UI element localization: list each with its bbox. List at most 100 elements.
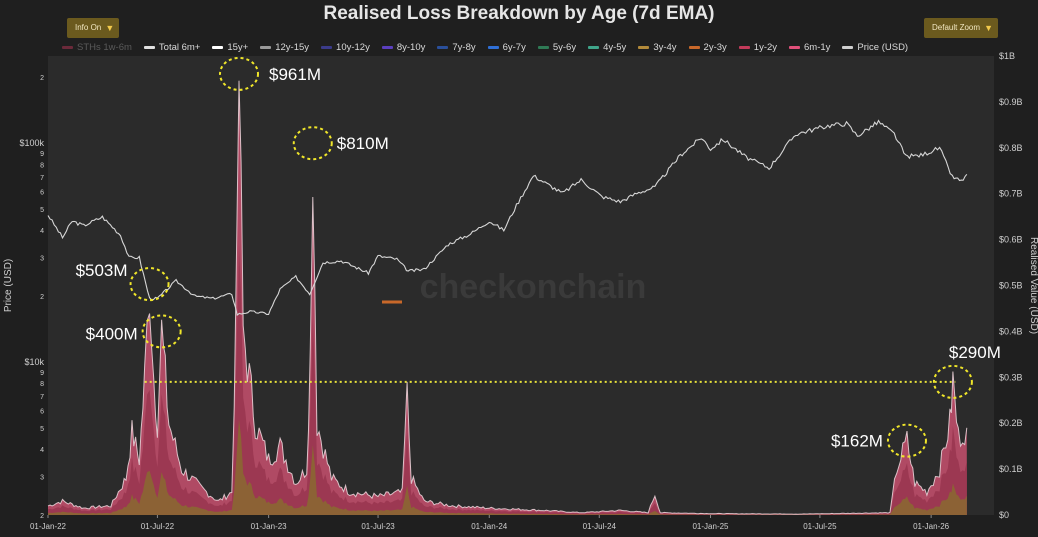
left-axis-tick-label: 6	[40, 409, 44, 416]
chevron-down-icon: ▼	[984, 23, 994, 33]
legend-item[interactable]: 8y-10y	[381, 40, 426, 54]
right-axis-tick-label: $0.3B	[999, 372, 1023, 382]
annotation-circle	[129, 267, 170, 302]
legend-swatch	[437, 45, 449, 49]
legend-swatch	[381, 45, 393, 49]
left-axis-tick-label: $10k	[24, 357, 44, 367]
right-axis-tick-label: $0.9B	[999, 97, 1023, 107]
legend-item[interactable]: 1y-2y	[738, 40, 778, 54]
left-axis-tick-label: 9	[40, 151, 44, 158]
right-axis-tick-label: $0.2B	[999, 418, 1023, 428]
right-axis-label: Realised Value (USD)	[1028, 237, 1038, 334]
area-6m-1y	[48, 80, 967, 515]
plot-background	[48, 56, 994, 515]
chevron-down-icon: ▼	[105, 23, 115, 33]
x-axis-tick-label: 01-Jan-22	[30, 522, 67, 531]
left-axis-tick-label: 2	[40, 75, 44, 82]
watermark-text: checkonchain	[420, 268, 647, 306]
legend-label: 3y-4y	[653, 41, 677, 53]
legend-swatch	[321, 45, 333, 49]
left-axis-tick-label: 2	[40, 294, 44, 301]
x-axis-tick-label: 01-Jan-23	[251, 522, 288, 531]
right-axis-tick-label: $0.1B	[999, 464, 1023, 474]
total-6m-plus-line	[47, 80, 968, 515]
right-axis-tick-label: $0.7B	[999, 189, 1023, 199]
left-axis-tick-label: 6	[40, 190, 44, 197]
legend-item[interactable]: 5y-6y	[537, 40, 577, 54]
legend-label: STHs 1w-6m	[77, 41, 132, 53]
left-axis-tick-label: 7	[40, 394, 44, 401]
legend-label: 2y-3y	[703, 41, 727, 53]
left-axis-tick-label: $100k	[19, 138, 44, 148]
legend-label: 4y-5y	[603, 41, 627, 53]
legend-item[interactable]: 2y-3y	[688, 40, 727, 54]
annotation-circle	[292, 126, 333, 161]
legend-item[interactable]: 12y-15y	[260, 40, 309, 54]
left-axis-tick-label: 8	[40, 162, 44, 169]
legend-swatch	[842, 45, 854, 49]
area-1y-2y	[48, 245, 967, 515]
legend-swatch	[487, 45, 499, 49]
annotation-label: $290M	[949, 343, 1001, 362]
x-axis-tick-label: 01-Jan-25	[692, 522, 729, 531]
info-toggle-button[interactable]: Info On ▼	[67, 18, 120, 38]
annotation-circle	[886, 423, 927, 458]
default-zoom-button[interactable]: Default Zoom ▼	[924, 18, 999, 38]
legend-label: 5y-6y	[552, 41, 577, 53]
legend-swatch	[62, 45, 73, 49]
legend-item[interactable]: 6y-7y	[487, 40, 526, 54]
x-axis-tick-label: 01-Jul-23	[361, 522, 395, 531]
info-button-label: Info On	[75, 23, 102, 32]
annotation-label: $961M	[269, 65, 321, 84]
legend-item[interactable]: 15y+	[212, 40, 248, 54]
left-axis-tick-label: 7	[40, 175, 44, 182]
chart-title: Realised Loss Breakdown by Age (7d EMA)	[323, 3, 715, 24]
right-axis-tick-label: $0.4B	[999, 326, 1023, 336]
legend-label: 7y-8y	[452, 41, 476, 53]
annotation-label: $162M	[831, 432, 883, 451]
legend-swatch	[260, 45, 272, 49]
left-axis-tick-label: 9	[40, 370, 44, 377]
right-axis-tick-label: $0.5B	[999, 281, 1023, 291]
legend-label: 8y-10y	[396, 41, 426, 53]
annotation-circle	[141, 314, 182, 349]
left-axis-tick-label: 3	[40, 474, 44, 481]
legend-label: 15y+	[227, 41, 249, 53]
price-line	[47, 119, 968, 316]
right-axis-tick-label: $0.8B	[999, 143, 1023, 153]
legend-item[interactable]: 3y-4y	[638, 40, 677, 54]
annotation-circle	[932, 364, 973, 399]
legend-item[interactable]: 7y-8y	[437, 40, 476, 54]
legend-label: 6y-7y	[502, 41, 526, 53]
right-axis-tick-label: $1B	[999, 51, 1015, 61]
annotation-circle	[219, 56, 260, 91]
area-2y-3y	[48, 419, 967, 515]
legend-swatch	[789, 45, 801, 49]
left-axis-tick-label: 3	[40, 256, 44, 263]
legend-item[interactable]: 10y-12y	[321, 40, 370, 54]
right-axis-tick-label: $0	[999, 510, 1009, 520]
legend-item[interactable]: 4y-5y	[588, 40, 626, 54]
legend-swatch	[688, 45, 700, 49]
legend-item[interactable]: STHs 1w-6m	[62, 40, 132, 54]
x-axis-tick-label: 01-Jan-24	[471, 522, 508, 531]
zoom-button-label: Default Zoom	[932, 23, 981, 32]
legend-swatch	[143, 45, 155, 49]
left-axis-tick-label: 8	[40, 381, 44, 388]
legend-item[interactable]: Total 6m+	[143, 40, 200, 54]
x-axis-tick-label: 01-Jul-24	[583, 522, 617, 531]
legend-swatch	[212, 45, 224, 49]
x-axis-tick-label: 01-Jul-22	[141, 522, 175, 531]
left-axis-tick-label: 4	[40, 228, 44, 235]
chart-legend: STHs 1w-6m Total 6m+ 15y+ 12y-15y 10y-12y 8y-…	[62, 40, 998, 54]
legend-item[interactable]: Price (USD)	[842, 40, 908, 54]
legend-label: 1y-2y	[753, 41, 778, 53]
legend-swatch	[738, 45, 750, 49]
legend-item[interactable]: 6m-1y	[789, 40, 830, 54]
left-axis-tick-label: 2	[40, 513, 44, 520]
legend-label: 10y-12y	[336, 41, 370, 53]
left-axis-tick-label: 4	[40, 447, 44, 454]
annotation-label: $503M	[76, 261, 128, 280]
x-axis-tick-label: 01-Jul-25	[803, 522, 837, 531]
